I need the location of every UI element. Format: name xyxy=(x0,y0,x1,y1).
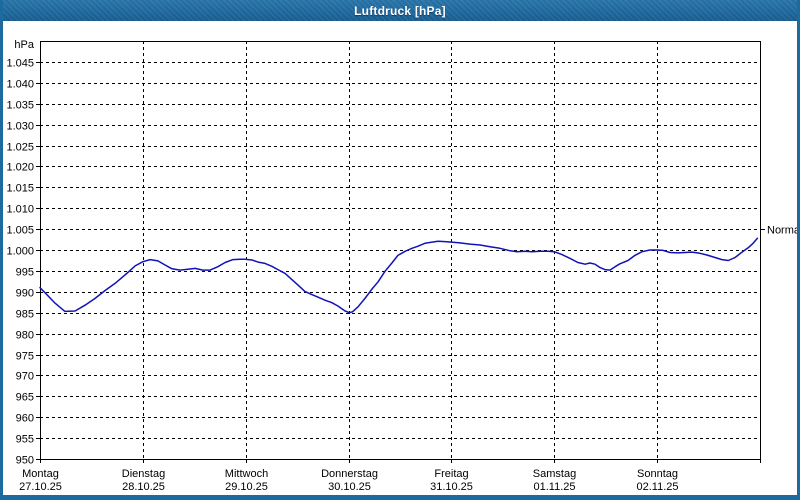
y-tick-label: 985 xyxy=(16,309,34,321)
y-tick-label: 1.020 xyxy=(6,162,34,174)
y-axis-unit-label: hPa xyxy=(14,39,34,51)
day-name-label: Donnerstag xyxy=(321,468,378,480)
y-tick-label: 975 xyxy=(16,351,34,363)
y-tick-label: 955 xyxy=(16,434,34,446)
window-title: Luftdruck [hPa] xyxy=(354,3,446,18)
y-tick-label: 990 xyxy=(16,288,34,300)
day-date-label: 27.10.25 xyxy=(19,481,62,493)
day-date-label: 02.11.25 xyxy=(636,481,678,493)
day-name-label: Mittwoch xyxy=(225,468,268,480)
y-tick-label: 1.045 xyxy=(6,58,34,70)
day-date-label: 29.10.25 xyxy=(225,481,268,493)
y-tick-label: 1.005 xyxy=(6,225,34,237)
normal-label: Normal xyxy=(767,225,797,237)
y-tick-label: 995 xyxy=(16,267,34,279)
y-tick-label: 950 xyxy=(16,455,34,467)
y-tick-label: 960 xyxy=(16,413,34,425)
pressure-chart: 950 955 960 965 970 975 980 985 990 995 1.000 1.005… xyxy=(6,39,797,493)
y-tick-label: 1.035 xyxy=(6,100,34,112)
day-date-label: 28.10.25 xyxy=(122,481,165,493)
day-name-label: Montag xyxy=(22,468,59,480)
day-name-label: Sonntag xyxy=(637,468,678,480)
y-tick-label: 970 xyxy=(16,371,34,383)
y-tick-label: 1.025 xyxy=(6,142,34,154)
y-tick-label: 1.010 xyxy=(6,204,34,216)
day-name-label: Samstag xyxy=(533,468,576,480)
y-tick-label: 1.015 xyxy=(6,183,34,195)
day-date-label: 31.10.25 xyxy=(430,481,473,493)
chart-panel: 950 955 960 965 970 975 980 985 990 995 1.000 1.005… xyxy=(3,21,797,495)
day-date-label: 01.11.25 xyxy=(533,481,575,493)
day-name-label: Dienstag xyxy=(122,468,165,480)
day-date-label: 30.10.25 xyxy=(328,481,371,493)
y-tick-label: 980 xyxy=(16,330,34,342)
y-tick-label: 1.040 xyxy=(6,79,34,91)
y-tick-label: 965 xyxy=(16,392,34,404)
y-tick-label: 1.030 xyxy=(6,121,34,133)
plot-border xyxy=(40,41,761,460)
y-tick-label: 1.000 xyxy=(6,246,34,258)
pressure-curve xyxy=(39,237,759,314)
day-name-label: Freitag xyxy=(434,468,468,480)
window-titlebar[interactable]: Luftdruck [hPa] xyxy=(3,0,797,21)
